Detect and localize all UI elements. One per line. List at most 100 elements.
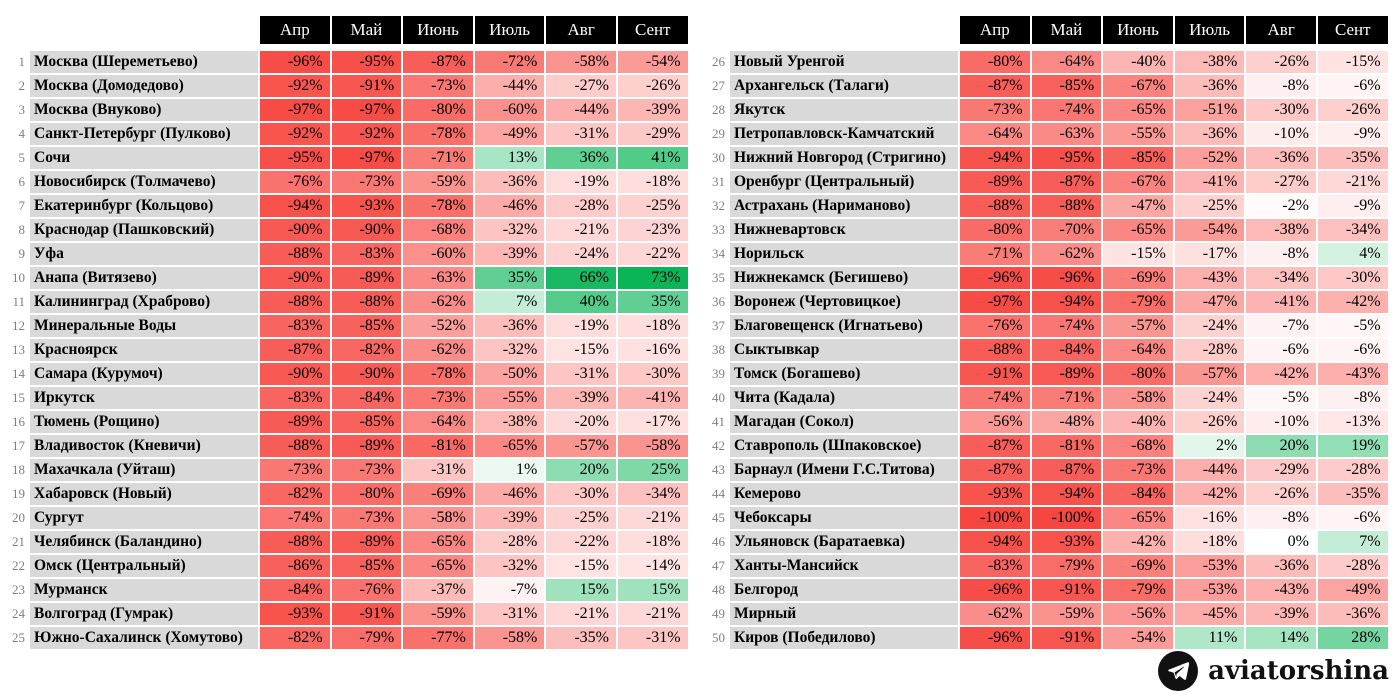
- value-cell: -84%: [1031, 339, 1102, 361]
- value-cell: -87%: [960, 75, 1030, 97]
- value-cell: -6%: [1317, 75, 1388, 97]
- value-cell: -31%: [617, 627, 688, 649]
- value-cell: 15%: [617, 579, 688, 601]
- value-cell: -88%: [331, 291, 402, 313]
- value-cell: -28%: [1317, 555, 1388, 577]
- value-cell: 28%: [1317, 627, 1388, 649]
- value-cell: -8%: [1246, 75, 1316, 97]
- value-cell: -78%: [403, 195, 473, 217]
- value-cell: -49%: [474, 123, 545, 145]
- value-cell: -91%: [331, 603, 402, 625]
- value-cell: -39%: [617, 99, 688, 121]
- value-cell: -54%: [1174, 219, 1245, 241]
- value-cell: 13%: [474, 147, 545, 169]
- month-header-cell: Авг: [546, 16, 616, 44]
- value-cell: -78%: [403, 363, 473, 385]
- value-cell: 66%: [546, 267, 616, 289]
- value-cell: -28%: [546, 195, 616, 217]
- value-cell: 0%: [1246, 531, 1316, 553]
- value-cell: -79%: [331, 627, 402, 649]
- value-cell: -58%: [403, 507, 473, 529]
- value-cell: 20%: [1246, 435, 1316, 457]
- airport-name: Кемерово: [730, 483, 958, 505]
- value-cell: -30%: [1246, 99, 1316, 121]
- value-cell: -32%: [474, 555, 545, 577]
- value-cell: -47%: [1103, 195, 1173, 217]
- value-cell: -73%: [960, 99, 1030, 121]
- row-number: 49: [700, 603, 728, 625]
- value-cell: -97%: [260, 99, 330, 121]
- value-cell: -70%: [1031, 219, 1102, 241]
- value-cell: -44%: [1174, 459, 1245, 481]
- airport-name: Нижнекамск (Бегишево): [730, 267, 958, 289]
- value-cell: -8%: [1246, 243, 1316, 265]
- value-cell: -62%: [960, 603, 1030, 625]
- value-cell: -57%: [1174, 363, 1245, 385]
- value-cell: -90%: [331, 363, 402, 385]
- row-number: 27: [700, 75, 728, 97]
- airport-name: Нижний Новгород (Стригино): [730, 147, 958, 169]
- value-cell: -89%: [331, 531, 402, 553]
- value-cell: -68%: [1103, 435, 1173, 457]
- value-cell: -9%: [1317, 195, 1388, 217]
- value-cell: -25%: [546, 507, 616, 529]
- airport-name: Норильск: [730, 243, 958, 265]
- row-number: 7: [0, 195, 28, 217]
- value-cell: -40%: [1103, 51, 1173, 73]
- airport-name: Ставрополь (Шпаковское): [730, 435, 958, 457]
- value-cell: -29%: [1246, 459, 1316, 481]
- value-cell: -31%: [403, 459, 473, 481]
- value-cell: -65%: [403, 555, 473, 577]
- value-cell: -53%: [1174, 555, 1245, 577]
- airport-name: Чита (Кадала): [730, 387, 958, 409]
- value-cell: -67%: [1103, 171, 1173, 193]
- value-cell: -81%: [403, 435, 473, 457]
- value-cell: -18%: [617, 315, 688, 337]
- value-cell: -96%: [260, 51, 330, 73]
- row-number: 47: [700, 555, 728, 577]
- value-cell: -58%: [1103, 387, 1173, 409]
- row-number: 11: [0, 291, 28, 313]
- value-cell: -2%: [1246, 195, 1316, 217]
- value-cell: -97%: [331, 147, 402, 169]
- row-number: 16: [0, 411, 28, 433]
- row-number: 18: [0, 459, 28, 481]
- value-cell: -36%: [1317, 603, 1388, 625]
- month-header-cell: Июль: [474, 16, 545, 44]
- value-cell: -58%: [474, 627, 545, 649]
- row-number: 25: [0, 627, 28, 649]
- value-cell: -89%: [260, 411, 330, 433]
- row-number: 50: [700, 627, 728, 649]
- value-cell: -88%: [260, 291, 330, 313]
- value-cell: -10%: [1246, 123, 1316, 145]
- value-cell: -94%: [260, 195, 330, 217]
- value-cell: -71%: [1031, 387, 1102, 409]
- value-cell: -95%: [1031, 147, 1102, 169]
- row-number: 32: [700, 195, 728, 217]
- value-cell: -42%: [1103, 531, 1173, 553]
- value-cell: -94%: [960, 531, 1030, 553]
- value-cell: -62%: [1031, 243, 1102, 265]
- airport-name: Петропавловск-Камчатский: [730, 123, 958, 145]
- value-cell: -100%: [960, 507, 1030, 529]
- value-cell: -65%: [1103, 99, 1173, 121]
- value-cell: -69%: [403, 483, 473, 505]
- value-cell: -16%: [617, 339, 688, 361]
- value-cell: -51%: [1174, 99, 1245, 121]
- month-header-cell: Авг: [1246, 16, 1316, 44]
- value-cell: -88%: [1031, 195, 1102, 217]
- airport-name: Сыктывкар: [730, 339, 958, 361]
- airport-name: Мурманск: [30, 579, 258, 601]
- value-cell: -57%: [546, 435, 616, 457]
- value-cell: -26%: [617, 75, 688, 97]
- value-cell: 1%: [474, 459, 545, 481]
- value-cell: -21%: [546, 603, 616, 625]
- row-number: 24: [0, 603, 28, 625]
- value-cell: -34%: [617, 483, 688, 505]
- value-cell: -89%: [331, 267, 402, 289]
- value-cell: -63%: [403, 267, 473, 289]
- value-cell: -55%: [474, 387, 545, 409]
- row-number: 36: [700, 291, 728, 313]
- airport-name: Санкт-Петербург (Пулково): [30, 123, 258, 145]
- value-cell: -94%: [1031, 483, 1102, 505]
